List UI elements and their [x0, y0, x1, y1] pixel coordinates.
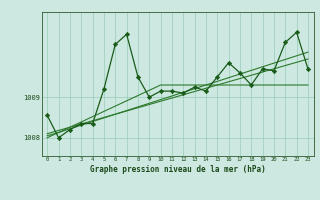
X-axis label: Graphe pression niveau de la mer (hPa): Graphe pression niveau de la mer (hPa) — [90, 165, 266, 174]
